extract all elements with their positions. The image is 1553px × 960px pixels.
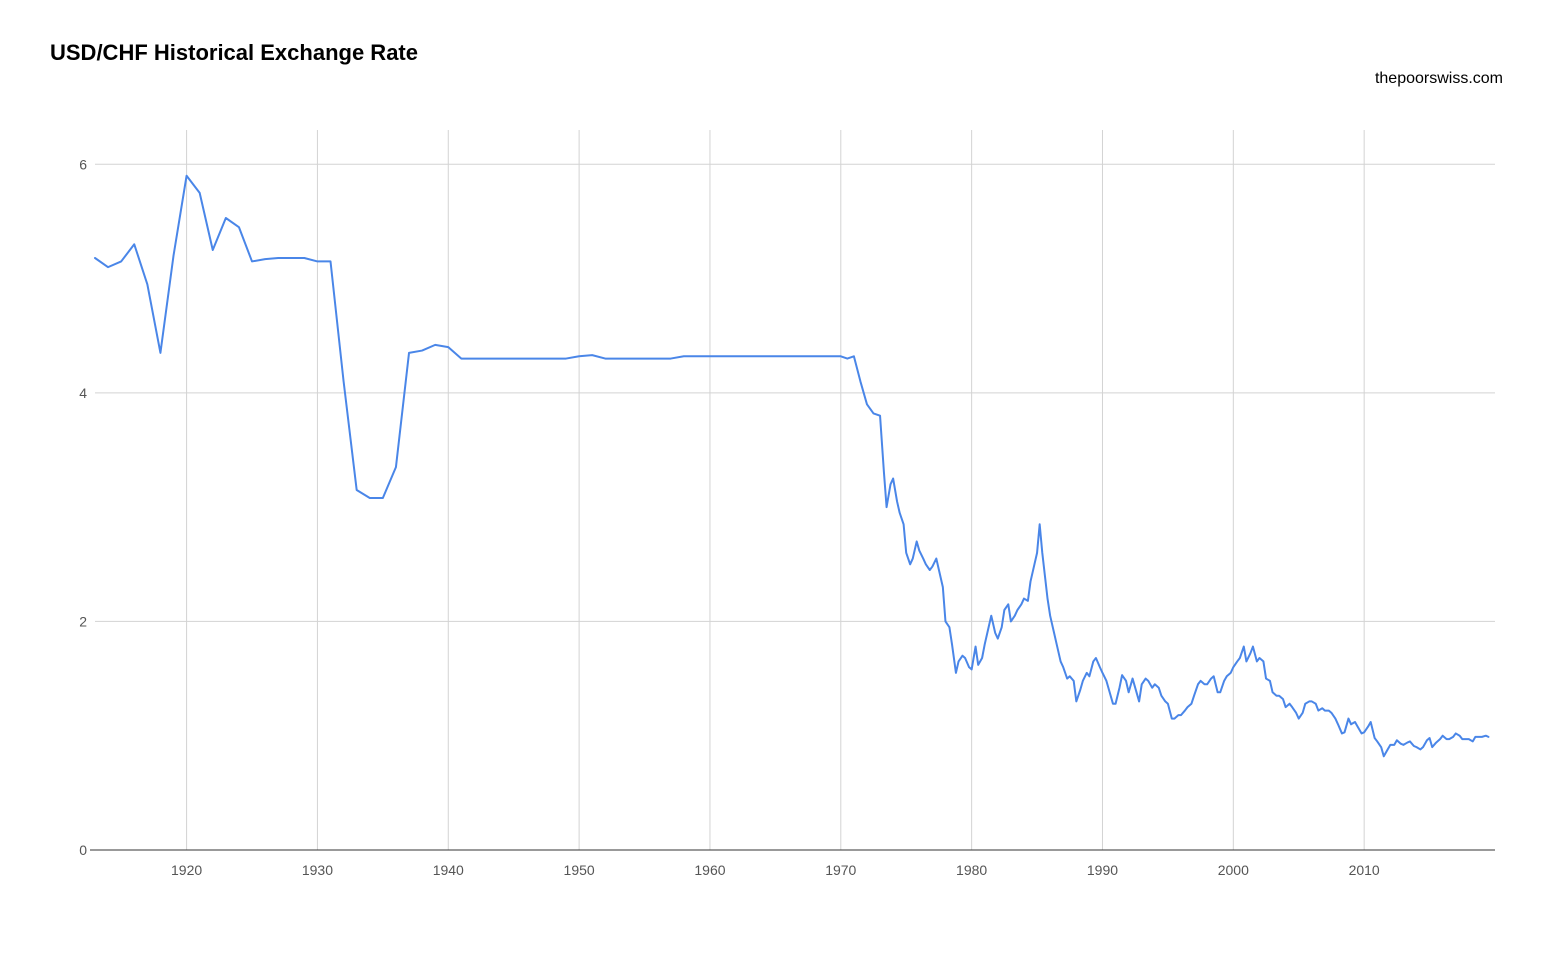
x-tick-label: 1970 [825,862,856,878]
x-tick-label: 1920 [171,862,202,878]
x-tick-label: 1950 [564,862,595,878]
chart-title: USD/CHF Historical Exchange Rate [50,40,418,66]
y-tick-label: 0 [79,842,87,858]
x-tick-label: 2010 [1349,862,1380,878]
x-tick-label: 1930 [302,862,333,878]
y-tick-label: 2 [79,613,87,629]
x-tick-label: 1960 [694,862,725,878]
x-tick-label: 1940 [433,862,464,878]
chart-svg: 0 2 4 6 1920 1930 1940 1950 1960 1970 1980 1990 2000… [75,120,1505,890]
chart-plot-area: 0 2 4 6 1920 1930 1940 1950 1960 1970 1980 1990 2000… [75,120,1505,890]
x-tick-label: 1980 [956,862,987,878]
y-tick-label: 4 [79,385,87,401]
x-tick-label: 1990 [1087,862,1118,878]
exchange-rate-line [95,176,1488,757]
chart-attribution: thepoorswiss.com [1375,70,1503,88]
x-tick-label: 2000 [1218,862,1249,878]
y-tick-label: 6 [79,156,87,172]
